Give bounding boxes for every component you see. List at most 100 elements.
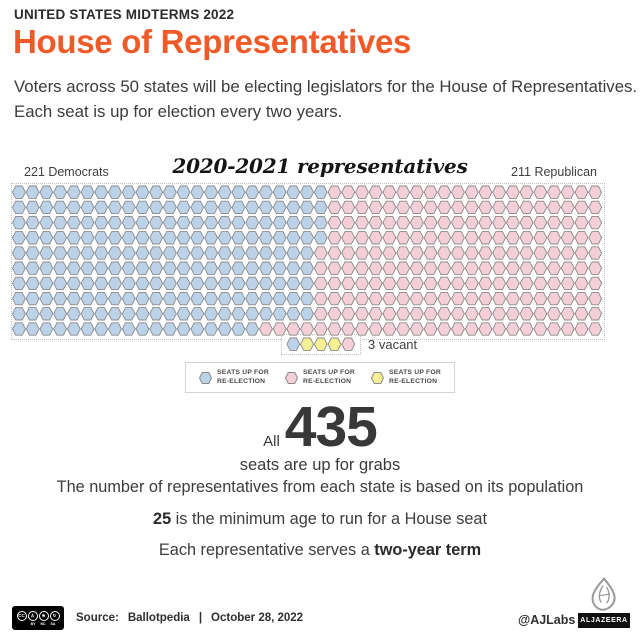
seat-hex (450, 185, 465, 199)
seat-hex (300, 307, 315, 321)
seat-hex (560, 261, 575, 275)
seat-hex (547, 307, 562, 321)
seat-hex (396, 291, 411, 306)
seat-hex (204, 200, 219, 215)
seat-hex (190, 231, 205, 245)
seat-hex (368, 231, 383, 245)
seat-hex (478, 261, 493, 275)
seat-hex (53, 291, 68, 306)
seat-hex (423, 322, 438, 336)
seat-hex (66, 185, 81, 199)
seat-hex (409, 231, 424, 245)
seat-hex (450, 200, 465, 215)
seat-hex (12, 307, 26, 321)
seat-hex (53, 231, 68, 245)
seat-hex (574, 246, 589, 260)
seat-hex (547, 215, 562, 230)
seat-hex (409, 291, 424, 306)
separator: | (198, 612, 203, 624)
seat-hex (300, 291, 315, 306)
seat-hex (53, 261, 68, 275)
seat-hex (258, 291, 273, 306)
ajlabs-credit: @AJLabs (518, 613, 576, 627)
seat-hex (492, 322, 507, 336)
seat-hex (176, 246, 191, 260)
seat-hex (588, 322, 603, 336)
seat-hex (245, 322, 260, 336)
seat-hex (396, 246, 411, 260)
seat-hex (409, 276, 424, 291)
legend-label: SEATS UP FOR RE-ELECTION (303, 369, 355, 385)
seat-hex (409, 246, 424, 260)
cc-icon: CC (16, 611, 27, 621)
seat-hex (53, 185, 68, 199)
seat-hex (121, 200, 136, 215)
republican-hex-icon (285, 371, 298, 384)
seat-hex (519, 276, 534, 291)
seat-hex (382, 261, 397, 275)
seat-hex (121, 215, 136, 230)
seat-hex (176, 215, 191, 230)
seat-hex (437, 307, 452, 321)
seat-hex (190, 322, 205, 336)
seat-hex (533, 200, 548, 215)
seat-hex (162, 185, 177, 199)
seat-hex (560, 276, 575, 291)
seat-hex (533, 291, 548, 306)
seat-hex (464, 185, 479, 199)
seat-hex (560, 307, 575, 321)
seat-hex (478, 215, 493, 230)
seat-hex (396, 261, 411, 275)
seat-hex (12, 200, 26, 215)
seat-hex (245, 231, 260, 245)
seat-hex (231, 231, 246, 245)
seat-hex (327, 185, 342, 199)
seat-hex (25, 215, 40, 230)
seat-hex (258, 231, 273, 245)
seat-hex (39, 276, 54, 291)
seat-hex (176, 231, 191, 245)
source-label: Source: (76, 612, 119, 624)
seat-hex (176, 291, 191, 306)
cc-by-person-icon: ♙ (27, 611, 38, 621)
seat-hex (107, 231, 122, 245)
seat-hex (231, 276, 246, 291)
seat-hex (162, 307, 177, 321)
seat-hex (300, 185, 315, 199)
fact-minimum-age: 25 is the minimum age to run for a House… (153, 510, 487, 528)
seat-hex (80, 307, 95, 321)
seat-hex (66, 246, 81, 260)
seat-hex (588, 215, 603, 230)
seat-hex (588, 291, 603, 306)
seat-hex (107, 185, 122, 199)
seat-hex (245, 185, 260, 199)
seat-hex (492, 261, 507, 275)
seat-hex (409, 307, 424, 321)
seat-hex (588, 185, 603, 199)
seat-hex (396, 322, 411, 336)
seat-hex (354, 246, 369, 260)
seat-hex (149, 185, 164, 199)
seat-hex (204, 246, 219, 260)
seat-hex (354, 185, 369, 199)
seat-hex (382, 276, 397, 291)
seat-hex (135, 276, 150, 291)
seat-hex (341, 231, 356, 245)
seat-hex (272, 200, 287, 215)
seat-hex (354, 261, 369, 275)
seat-hex (80, 322, 95, 336)
seat-hex (450, 291, 465, 306)
seat-hex (300, 322, 315, 336)
seat-hex (25, 231, 40, 245)
seat-hex (464, 215, 479, 230)
seat-hex (560, 185, 575, 199)
seat-hex (547, 246, 562, 260)
seat-hex (354, 276, 369, 291)
seat-hex (94, 261, 109, 275)
seat-hex (12, 215, 26, 230)
seat-hex (382, 322, 397, 336)
cc-license-badge: CC ♙ $ ↻ BY NC SA (12, 606, 64, 630)
seat-hex (121, 276, 136, 291)
seat-hex (272, 185, 287, 199)
